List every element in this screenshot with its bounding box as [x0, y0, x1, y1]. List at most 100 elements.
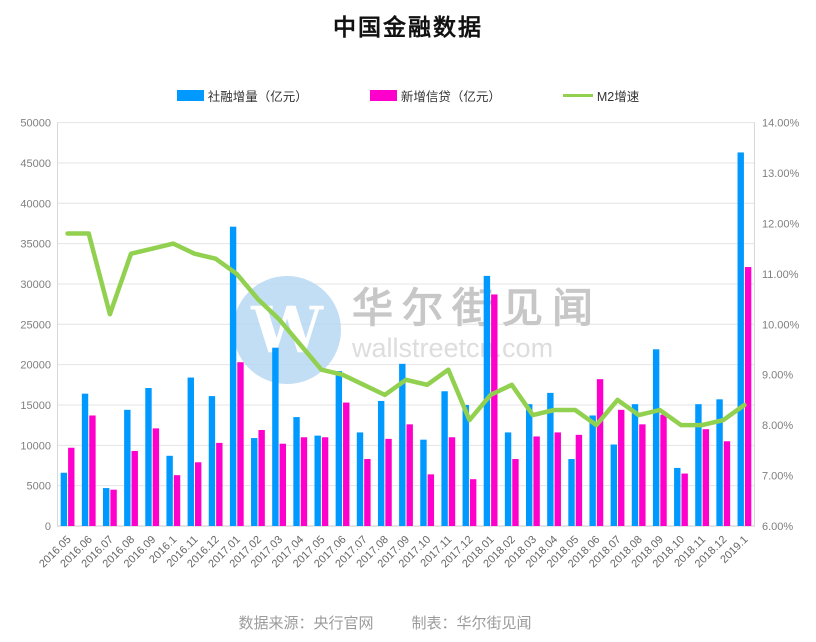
- legend-label-2: M2增速: [596, 90, 640, 104]
- bar-xindai: [89, 415, 96, 526]
- bar-xindai: [448, 437, 456, 526]
- bar-shirong: [81, 393, 89, 526]
- bar-shirong: [251, 438, 258, 526]
- bar-xindai: [596, 379, 604, 526]
- bar-shirong: [547, 392, 554, 526]
- bar-xindai: [660, 414, 667, 526]
- bar-shirong: [589, 415, 596, 526]
- bar-shirong: [610, 444, 618, 526]
- bar-shirong: [229, 226, 237, 527]
- bar-xindai: [364, 459, 371, 526]
- bar-series: [60, 152, 752, 527]
- bar-xindai: [68, 447, 75, 526]
- bar-xindai: [343, 402, 350, 526]
- chart-title: 中国金融数据: [333, 14, 483, 40]
- bar-shirong: [399, 363, 406, 526]
- bar-xindai: [300, 437, 308, 526]
- legend-label-0: 社融增量（亿元）: [207, 90, 308, 104]
- bar-xindai: [618, 409, 625, 526]
- bar-xindai: [533, 436, 540, 526]
- right-axis-tick: 13.00%: [762, 168, 800, 180]
- bar-xindai: [702, 429, 710, 526]
- left-axis-tick: 10000: [20, 440, 51, 452]
- bar-xindai: [427, 474, 435, 526]
- bar-shirong: [526, 404, 533, 526]
- bar-shirong: [124, 409, 131, 526]
- watermark-text: 华尔街见闻: [352, 285, 602, 331]
- bar-xindai: [469, 479, 477, 526]
- x-axis-tick-labels: 2016.052016.062016.072016.082016.092016.…: [37, 534, 750, 571]
- bar-shirong: [674, 467, 681, 526]
- right-axis-tick: 7.00%: [762, 471, 793, 483]
- right-axis-tick: 8.00%: [762, 420, 793, 432]
- left-axis-tick: 25000: [20, 319, 51, 331]
- bar-shirong: [716, 399, 723, 526]
- right-axis-tick: 11.00%: [762, 269, 799, 281]
- bar-shirong: [187, 377, 194, 526]
- chart-maker-text: 制表：华尔街见闻: [411, 615, 532, 632]
- bar-xindai: [131, 450, 138, 526]
- right-axis-tick: 10.00%: [762, 319, 800, 331]
- legend-item-2: M2增速: [562, 86, 640, 105]
- right-axis-tick-labels: 6.00% 7.00% 8.00% 9.00% 10.00% 11.00% 12.00% 13…: [762, 118, 800, 533]
- bar-xindai: [237, 362, 244, 526]
- bar-xindai: [152, 428, 160, 526]
- bar-shirong: [166, 455, 173, 526]
- legend-label-1: 新增信贷（亿元）: [400, 90, 501, 104]
- data-source-text: 数据来源：央行官网: [238, 615, 374, 632]
- bar-shirong: [272, 347, 279, 526]
- left-axis-tick: 45000: [20, 158, 51, 170]
- bar-xindai: [723, 441, 731, 526]
- bar-shirong: [568, 459, 575, 526]
- left-axis-tick: 30000: [20, 279, 51, 291]
- bar-xindai: [110, 489, 117, 526]
- legend-swatch-0: [176, 90, 204, 101]
- bar-xindai: [512, 459, 519, 526]
- legend-item-0: 社融增量（亿元）: [176, 86, 308, 105]
- bar-shirong: [631, 404, 639, 526]
- bar-xindai: [575, 434, 583, 526]
- axes: [57, 122, 755, 526]
- bar-shirong: [60, 472, 68, 526]
- bar-xindai: [279, 443, 286, 526]
- bar-shirong: [145, 388, 152, 526]
- watermark-subtext: wallstreetcn.com: [351, 333, 553, 363]
- bar-xindai: [216, 442, 223, 526]
- left-axis-tick: 15000: [20, 400, 51, 412]
- left-axis-tick-labels: 0 5000 10000 15000 20000 25000 30000 35000 40000…: [20, 118, 51, 533]
- bar-xindai: [681, 473, 688, 526]
- left-axis-tick: 5000: [27, 481, 51, 493]
- bar-shirong: [314, 435, 321, 526]
- bar-xindai: [639, 424, 646, 526]
- bar-shirong: [737, 152, 744, 526]
- left-axis-tick: 35000: [20, 239, 51, 251]
- right-axis-tick: 6.00%: [762, 521, 793, 533]
- bar-xindai: [385, 438, 392, 526]
- bar-shirong: [293, 417, 300, 526]
- bar-shirong: [102, 488, 110, 526]
- right-axis-tick: 9.00%: [762, 370, 793, 382]
- bar-shirong: [652, 349, 660, 526]
- left-axis-tick: 40000: [20, 198, 51, 210]
- bar-shirong: [208, 396, 216, 526]
- gridlines: [57, 122, 755, 527]
- bar-xindai: [554, 432, 561, 526]
- chart-legend: 社融增量（亿元） 新增信贷（亿元） M2增速: [0, 86, 816, 105]
- bar-shirong: [504, 432, 512, 526]
- m2-line: [65, 231, 747, 428]
- left-axis-tick: 50000: [20, 118, 51, 130]
- legend-item-1: 新增信贷（亿元）: [369, 86, 501, 105]
- bar-xindai: [321, 437, 329, 526]
- bar-xindai: [173, 475, 181, 526]
- bar-xindai: [744, 267, 752, 526]
- left-axis-tick: 0: [45, 521, 51, 533]
- bar-shirong: [377, 400, 385, 526]
- chart-footer: 数据来源：央行官网 制表：华尔街见闻: [0, 612, 770, 633]
- bar-xindai: [258, 429, 265, 526]
- right-axis-tick: 14.00%: [762, 118, 800, 130]
- m2-growth-line: [65, 231, 747, 428]
- right-axis-tick: 12.00%: [762, 218, 800, 230]
- bar-shirong: [420, 439, 427, 526]
